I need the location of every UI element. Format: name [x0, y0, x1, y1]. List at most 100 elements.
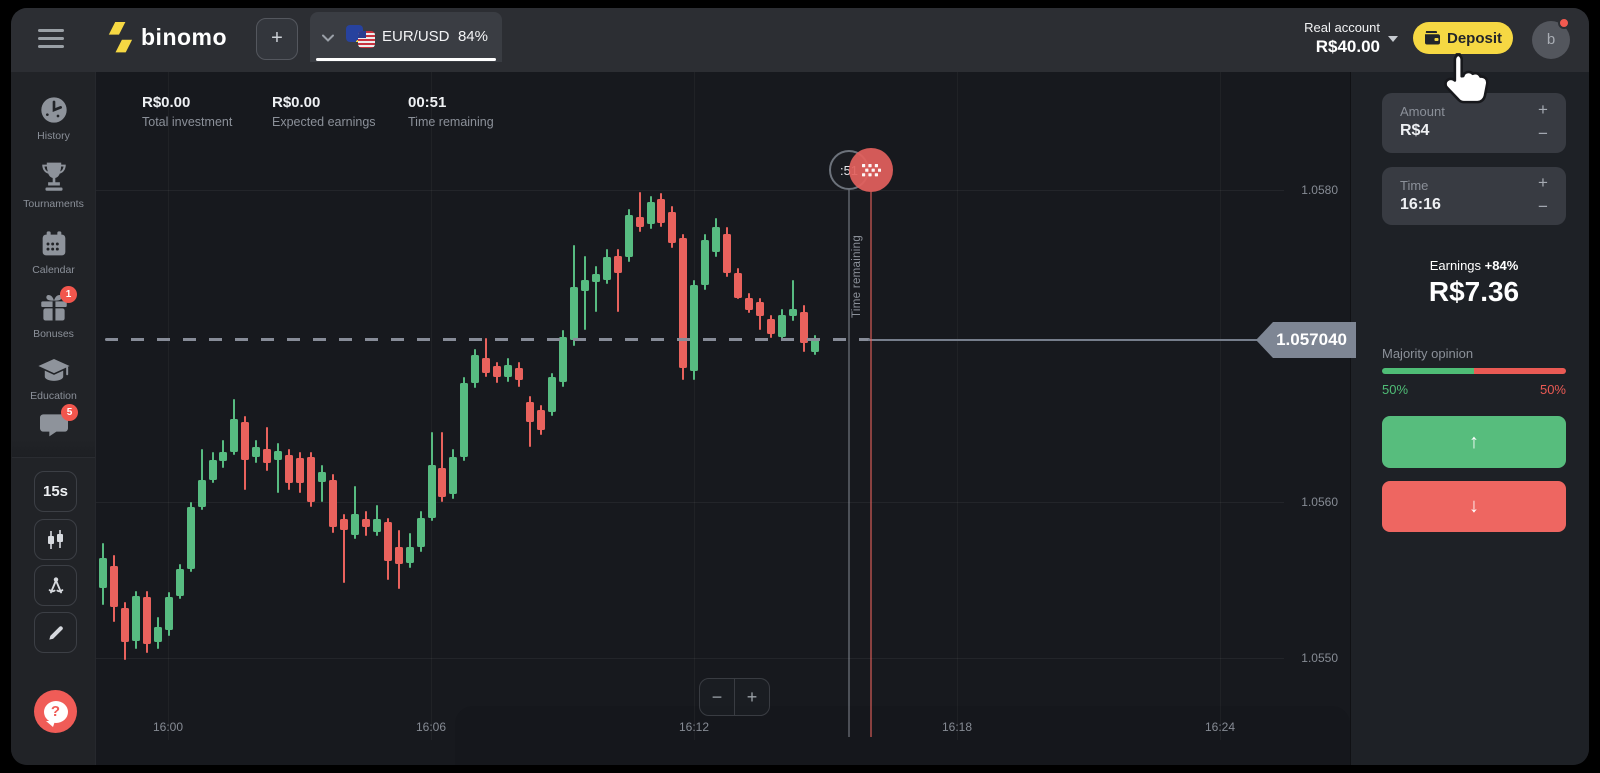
current-price-dashed-line: [105, 338, 870, 341]
current-price-line: [868, 339, 1258, 341]
expiry-time-line: [870, 192, 872, 737]
deposit-label: Deposit: [1446, 29, 1502, 47]
candle-wick: [485, 338, 488, 378]
indicators-button[interactable]: [34, 565, 77, 606]
y-axis-tick-label: 1.0550: [1301, 651, 1338, 665]
time-input[interactable]: Time 16:16 + −: [1382, 167, 1566, 225]
time-decrease-button[interactable]: −: [1538, 197, 1548, 216]
put-down-button[interactable]: ↓: [1382, 481, 1566, 532]
amount-label: Amount: [1400, 104, 1445, 119]
zoom-out-button[interactable]: −: [700, 679, 735, 715]
candle-body: [449, 456, 458, 495]
chart-zoom-controls: − +: [699, 678, 770, 716]
expected-earnings-info: R$0.00 Expected earnings: [272, 94, 376, 129]
amount-decrease-button[interactable]: −: [1538, 124, 1548, 143]
amount-increase-button[interactable]: +: [1538, 100, 1548, 119]
menu-button[interactable]: [38, 29, 64, 51]
chevron-down-icon: [322, 34, 334, 42]
candle-wick: [791, 280, 794, 322]
candle-body: [515, 367, 524, 381]
candle-body: [624, 214, 633, 258]
earnings-percent: +84%: [1484, 258, 1519, 273]
candle-body: [547, 377, 556, 412]
app-window: 16:00 16:06 16:12 16:18 16:24 1.0580 1.0560 1.0…: [11, 8, 1589, 765]
asset-tab-underline: [316, 58, 496, 61]
majority-opinion-bar: [1382, 368, 1566, 374]
x-axis-tick-label: 16:24: [1204, 720, 1236, 734]
candle-body: [197, 480, 206, 507]
sidebar-label-education: Education: [30, 390, 77, 402]
candle-body: [164, 597, 173, 630]
gift-icon: [40, 294, 67, 321]
vertical-gridline: [957, 72, 958, 740]
us-flag-icon: [358, 31, 375, 48]
candle-body: [734, 272, 743, 298]
candle-wick: [321, 464, 323, 502]
candle-wick: [616, 249, 619, 312]
candle-body: [274, 450, 283, 460]
sidebar-item-education[interactable]: Education: [11, 356, 96, 402]
candle-body: [799, 311, 808, 343]
candle-body: [558, 336, 567, 382]
call-up-button[interactable]: ↑: [1382, 416, 1566, 468]
majority-red-percent: 50%: [1539, 382, 1566, 397]
sidebar-item-tournaments[interactable]: Tournaments: [11, 160, 96, 210]
candle-body: [482, 358, 491, 373]
timeframe-button[interactable]: 15s: [34, 471, 77, 512]
candle-body: [318, 472, 326, 482]
x-axis-tick-label: 16:06: [415, 720, 447, 734]
candle-body: [712, 227, 721, 253]
down-arrow-icon: ↓: [1469, 495, 1479, 517]
candle-body: [328, 480, 337, 527]
binomo-logo[interactable]: binomo: [108, 22, 227, 53]
candle-body: [208, 459, 217, 481]
horizontal-gridline: [96, 502, 1284, 503]
chat-badge: 5: [61, 404, 78, 421]
time-increase-button[interactable]: +: [1538, 173, 1548, 192]
chart-background: [96, 72, 1350, 765]
candle-body: [361, 519, 370, 527]
candle-body: [285, 455, 294, 484]
candle-body: [580, 280, 589, 292]
horizontal-gridline: [96, 658, 1284, 659]
candle-body: [657, 199, 666, 223]
vertical-gridline: [1220, 72, 1221, 740]
question-icon: ?: [43, 700, 68, 727]
help-button[interactable]: ?: [34, 690, 77, 733]
candle-body: [230, 419, 239, 453]
candle-body: [142, 597, 151, 644]
sidebar-label-bonuses: Bonuses: [33, 328, 74, 340]
candle-body: [405, 547, 414, 563]
expiry-flag-circle: [849, 148, 893, 192]
sidebar-item-calendar[interactable]: Calendar: [11, 228, 96, 276]
compass-icon: [48, 576, 63, 593]
deposit-button[interactable]: Deposit: [1413, 22, 1513, 54]
candle-wick: [277, 442, 280, 493]
time-remaining-info: 00:51 Time remaining: [408, 94, 494, 129]
drawing-tools-button[interactable]: [34, 612, 77, 653]
candle-wick: [342, 514, 345, 584]
sidebar-item-bonuses[interactable]: Bonuses 1: [11, 286, 96, 340]
candle-body: [613, 255, 622, 273]
candle-body: [723, 233, 732, 273]
zoom-in-button[interactable]: +: [746, 687, 758, 707]
account-switcher[interactable]: Real account R$40.00: [1240, 20, 1380, 57]
amount-input[interactable]: Amount R$4 + −: [1382, 93, 1566, 153]
sidebar-label-tournaments: Tournaments: [23, 198, 84, 210]
y-axis-tick-label: 1.0560: [1301, 495, 1338, 509]
sidebar-item-history[interactable]: History: [11, 94, 96, 142]
wallet-icon: [1424, 31, 1440, 45]
asset-tab[interactable]: EUR/USD 84%: [310, 12, 502, 62]
candle-body: [372, 519, 381, 532]
chart-type-button[interactable]: [34, 519, 77, 560]
majority-green-segment: [1382, 368, 1474, 374]
sidebar-item-chat[interactable]: 5: [11, 404, 96, 438]
add-asset-button[interactable]: +: [256, 18, 298, 60]
clock-icon: [40, 97, 67, 123]
asset-pair-label: EUR/USD: [382, 28, 450, 45]
candle-body: [131, 595, 140, 641]
candle-body: [591, 274, 600, 283]
candle-body: [690, 285, 699, 371]
candle-body: [493, 366, 502, 378]
sidebar-label-calendar: Calendar: [32, 264, 75, 276]
